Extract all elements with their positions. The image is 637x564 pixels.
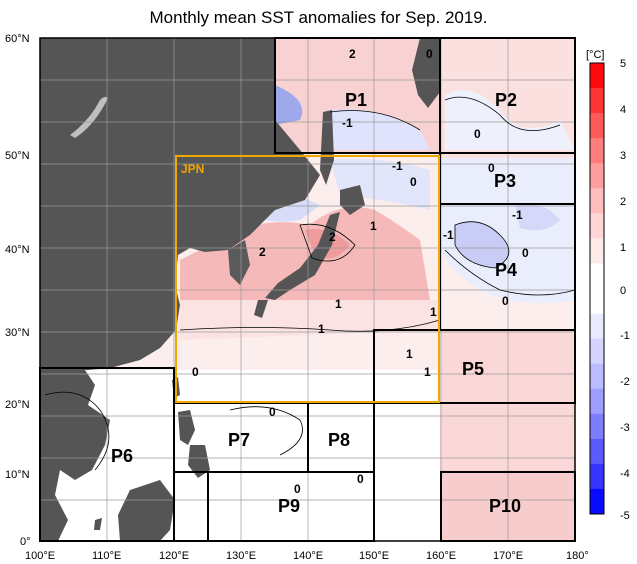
colorbar-swatch [590,438,604,465]
colorbar-label: 5 [620,58,626,70]
contour-label: 0 [192,365,199,379]
colorbar-swatch [590,363,604,390]
contour-label: 0 [502,294,509,308]
contour-label: 0 [522,246,529,260]
contour-value-labels: 2 0 -1 0 -1 0 0 1 2 2 -1 -1 0 0 1 1 1 1 … [192,47,529,496]
lat-label: 10°N [5,469,30,481]
lon-label: 100°E [25,550,55,562]
contour-label: 0 [410,175,417,189]
contour-label: 2 [349,47,356,61]
contour-label: 0 [269,405,276,419]
region-label-p3: P3 [494,171,516,191]
region-label-p8: P8 [328,430,350,450]
contour-label: 0 [474,127,481,141]
contour-label: 0 [488,161,495,175]
region-label-p9: P9 [278,496,300,516]
colorbar-swatch [590,288,604,315]
contour-label: 1 [370,219,377,233]
contour-label: 0 [426,47,433,61]
colorbar-swatch [590,113,604,139]
lat-label: 20°N [5,399,30,411]
colorbar-label: -1 [620,330,630,342]
jpn-label: JPN [181,162,204,176]
region-labels: P1 P2 P3 P4 P5 P6 P7 P8 P9 P10 [111,90,521,516]
colorbar-label: -4 [620,468,630,480]
lat-label: 30°N [5,327,30,339]
contour-label: 1 [424,365,431,379]
region-label-p5: P5 [462,359,484,379]
lon-label: 110°E [92,550,121,562]
contour-label: -1 [512,208,523,222]
colorbar-swatch [590,388,604,415]
longitude-labels: 100°E 110°E 120°E 130°E 140°E 150°E 160°… [25,550,589,562]
jpn-region-box [175,155,440,403]
colorbar-label: 1 [620,242,626,254]
region-label-p4: P4 [495,260,517,280]
contours [44,96,576,471]
contour-label: 0 [294,482,301,496]
colorbar-swatch [590,163,604,189]
latitude-labels: 60°N 50°N 40°N 30°N 20°N 10°N 0° [5,33,31,548]
colorbar-swatch [590,63,604,89]
lon-label: 170°E [493,550,523,562]
colorbar-swatch [590,313,604,340]
lat-label: 0° [20,536,31,548]
lon-label: 140°E [293,550,323,562]
lat-label: 40°N [5,244,30,256]
colorbar-label: 3 [620,150,626,162]
colorbar-swatch [590,188,604,214]
map-title: Monthly mean SST anomalies for Sep. 2019… [149,8,488,27]
colorbar-swatch [590,463,604,490]
colorbar-unit: [°C] [586,49,604,61]
lake-baikal [70,96,108,138]
colorbar-swatch [590,488,604,515]
colorbar-label: 0 [620,285,626,297]
land [40,38,440,541]
lon-label: 120°E [159,550,189,562]
color-scale-bar [589,62,605,515]
lat-label: 60°N [5,33,30,45]
contour-label: 1 [335,297,342,311]
colorbar-swatch [590,238,604,264]
colorbar-label: -3 [620,422,630,434]
colorbar-swatch [590,88,604,114]
colorbar-labels: 5 4 3 2 1 0 -1 -2 -3 -4 -5 [620,58,630,522]
colorbar-label: -2 [620,376,630,388]
lon-label: 160°E [426,550,456,562]
colorbar-label: -5 [620,510,630,522]
colorbar-swatch [590,213,604,239]
colorbar-swatch [590,138,604,164]
contour-label: -1 [443,228,454,242]
contour-label: 0 [357,472,364,486]
lon-label: 130°E [226,550,256,562]
contour-label: -1 [342,116,353,130]
region-label-p6: P6 [111,446,133,466]
colorbar-frame [589,62,605,515]
colorbar-swatch [590,413,604,440]
contour-label: -1 [392,159,403,173]
region-label-p10: P10 [489,496,521,516]
colorbar-label: 2 [620,196,626,208]
contour-label: 1 [430,305,437,319]
colorbar-swatch [590,338,604,365]
lon-label: 150°E [359,550,389,562]
colorbar-swatch [590,263,604,289]
region-label-p1: P1 [345,90,367,110]
contour-label: 2 [259,245,266,259]
contour-label: 1 [406,347,413,361]
contour-label: 2 [329,230,336,244]
region-label-p2: P2 [495,90,517,110]
colorbar-label: 4 [620,104,626,116]
region-label-p7: P7 [228,430,250,450]
map-frame [39,37,576,542]
lat-label: 50°N [5,150,30,162]
lon-label: 180° [566,550,589,562]
contour-label: 1 [318,322,325,336]
